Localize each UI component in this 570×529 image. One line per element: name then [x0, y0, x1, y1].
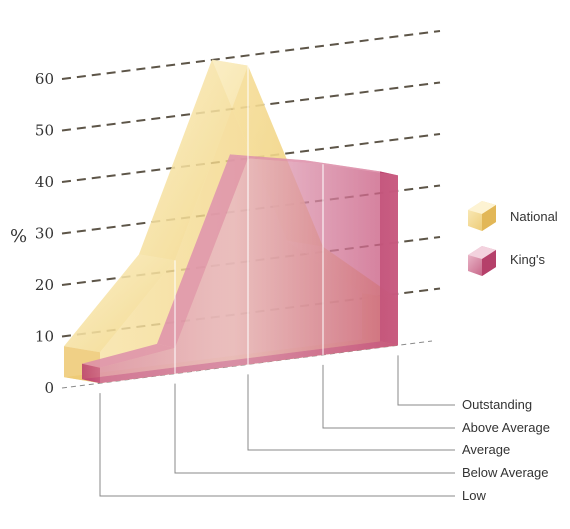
gridline-40: [61, 133, 441, 183]
category-label-2: Average: [462, 442, 510, 457]
category-markers: [174, 65, 324, 374]
legend: National King's: [468, 201, 558, 276]
series-1-top-0: [82, 343, 175, 368]
leader-2: [247, 374, 455, 451]
leader-1: [174, 383, 455, 474]
leader-4: [397, 355, 455, 406]
category-label-1: Below Average: [462, 465, 549, 480]
series-1-top-1: [157, 154, 248, 348]
legend-item-kings: King's: [468, 246, 546, 276]
legend-item-national: National: [468, 201, 558, 231]
legend-swatch-kings: [468, 246, 496, 276]
y-axis-title: %: [10, 226, 27, 247]
legend-label-national: National: [510, 209, 558, 224]
legend-label-kings: King's: [510, 252, 546, 267]
y-tick-label-60: 60: [35, 70, 54, 88]
category-label-3: Above Average: [462, 420, 550, 435]
y-axis-ticks: 0 10 20 30 40 50 60: [35, 70, 54, 397]
category-label-4: Outstanding: [462, 397, 532, 412]
y-tick-label-40: 40: [35, 173, 54, 191]
series-0-top-1: [139, 59, 248, 261]
series-1-top-2: [230, 154, 323, 165]
y-tick-label-0: 0: [44, 379, 54, 397]
series-1-top-3: [305, 160, 398, 176]
category-label-0: Low: [462, 488, 486, 503]
series-1-start-face: [82, 363, 100, 384]
y-tick-label-20: 20: [35, 276, 54, 294]
category-labels: Low Below Average Average Above Average Outs…: [462, 397, 550, 503]
y-tick-label-30: 30: [35, 225, 54, 243]
series-0-top-0: [64, 254, 175, 353]
gridline-50: [61, 81, 441, 132]
gridline-60: [61, 30, 441, 80]
category-leaders: [99, 355, 455, 497]
legend-swatch-national: [468, 201, 496, 231]
y-tick-label-10: 10: [35, 328, 54, 346]
gridline-0: [61, 340, 433, 389]
y-tick-label-50: 50: [35, 122, 54, 140]
leader-3: [322, 364, 455, 429]
leader-0: [99, 393, 455, 497]
